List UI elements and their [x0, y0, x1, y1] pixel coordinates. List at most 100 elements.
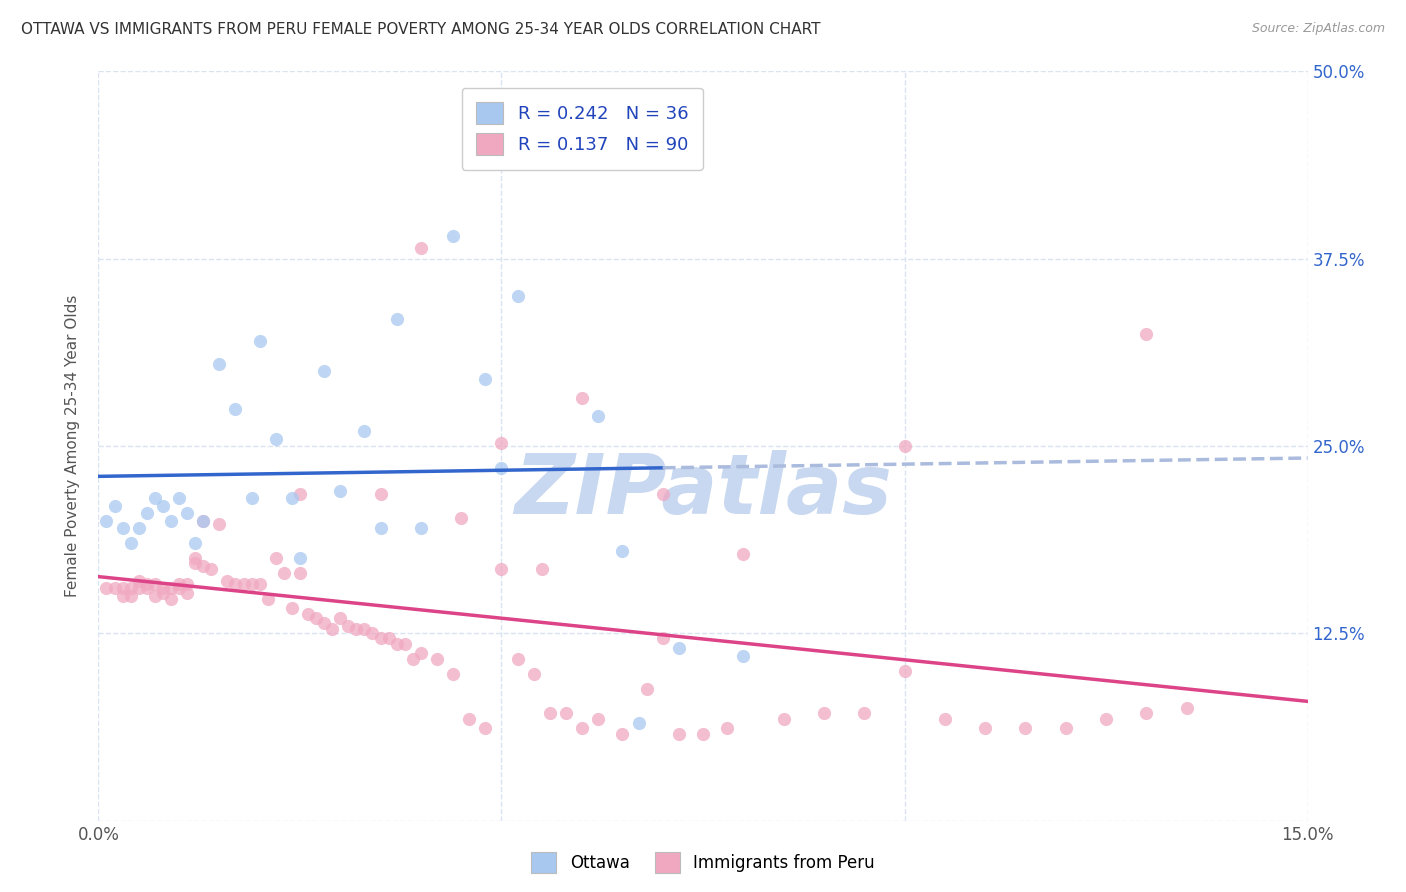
Point — [474, 721, 496, 735]
Point — [733, 648, 755, 663]
Point — [176, 586, 198, 600]
Point — [441, 229, 464, 244]
Point — [240, 491, 263, 506]
Point — [208, 516, 231, 531]
Point — [586, 712, 609, 726]
Point — [651, 487, 673, 501]
Point — [612, 727, 634, 741]
Point — [426, 652, 449, 666]
Point — [135, 582, 157, 596]
Point — [506, 652, 529, 666]
Point — [353, 424, 375, 438]
Point — [474, 371, 496, 385]
Point — [1095, 712, 1118, 726]
Point — [344, 622, 367, 636]
Point — [184, 536, 207, 550]
Point — [668, 641, 690, 656]
Point — [200, 562, 222, 576]
Point — [491, 461, 513, 475]
Point — [120, 582, 142, 596]
Point — [249, 334, 271, 348]
Point — [651, 631, 673, 645]
Point — [152, 586, 174, 600]
Point — [1054, 721, 1077, 735]
Point — [297, 607, 319, 621]
Text: Source: ZipAtlas.com: Source: ZipAtlas.com — [1251, 22, 1385, 36]
Point — [111, 582, 134, 596]
Point — [385, 311, 408, 326]
Point — [555, 706, 578, 720]
Point — [288, 551, 311, 566]
Point — [167, 577, 190, 591]
Point — [288, 566, 311, 581]
Point — [193, 514, 215, 528]
Point — [176, 577, 198, 591]
Point — [385, 637, 408, 651]
Point — [491, 436, 513, 450]
Point — [523, 666, 546, 681]
Point — [716, 721, 738, 735]
Point — [893, 664, 915, 678]
Point — [224, 577, 246, 591]
Point — [305, 611, 328, 625]
Point — [321, 622, 343, 636]
Point — [264, 551, 287, 566]
Point — [120, 589, 142, 603]
Point — [409, 241, 432, 255]
Text: ZIPatlas: ZIPatlas — [515, 450, 891, 532]
Point — [361, 626, 384, 640]
Point — [224, 401, 246, 416]
Point — [506, 289, 529, 303]
Point — [160, 591, 183, 606]
Point — [184, 551, 207, 566]
Point — [353, 622, 375, 636]
Point — [934, 712, 956, 726]
Point — [772, 712, 794, 726]
Point — [193, 514, 215, 528]
Point — [314, 364, 336, 378]
Point — [571, 721, 593, 735]
Point — [160, 514, 183, 528]
Point — [135, 507, 157, 521]
Point — [184, 556, 207, 570]
Point — [813, 706, 835, 720]
Legend: Ottawa, Immigrants from Peru: Ottawa, Immigrants from Peru — [524, 846, 882, 880]
Point — [143, 589, 166, 603]
Point — [853, 706, 876, 720]
Point — [273, 566, 295, 581]
Point — [128, 521, 150, 535]
Point — [370, 487, 392, 501]
Point — [394, 637, 416, 651]
Point — [152, 499, 174, 513]
Point — [111, 589, 134, 603]
Point — [733, 547, 755, 561]
Point — [96, 582, 118, 596]
Point — [1135, 326, 1157, 341]
Point — [530, 562, 553, 576]
Point — [135, 577, 157, 591]
Point — [240, 577, 263, 591]
Point — [547, 124, 569, 138]
Point — [692, 727, 714, 741]
Point — [167, 491, 190, 506]
Point — [256, 591, 278, 606]
Point — [329, 611, 352, 625]
Point — [491, 562, 513, 576]
Point — [586, 409, 609, 423]
Point — [120, 536, 142, 550]
Point — [1014, 721, 1036, 735]
Point — [1135, 706, 1157, 720]
Point — [571, 391, 593, 405]
Point — [409, 646, 432, 660]
Point — [111, 521, 134, 535]
Point — [458, 712, 481, 726]
Point — [370, 631, 392, 645]
Point — [103, 582, 125, 596]
Point — [96, 514, 118, 528]
Point — [193, 558, 215, 573]
Legend: R = 0.242   N = 36, R = 0.137   N = 90: R = 0.242 N = 36, R = 0.137 N = 90 — [461, 88, 703, 169]
Point — [281, 491, 304, 506]
Point — [627, 716, 650, 731]
Point — [103, 499, 125, 513]
Point — [1175, 701, 1198, 715]
